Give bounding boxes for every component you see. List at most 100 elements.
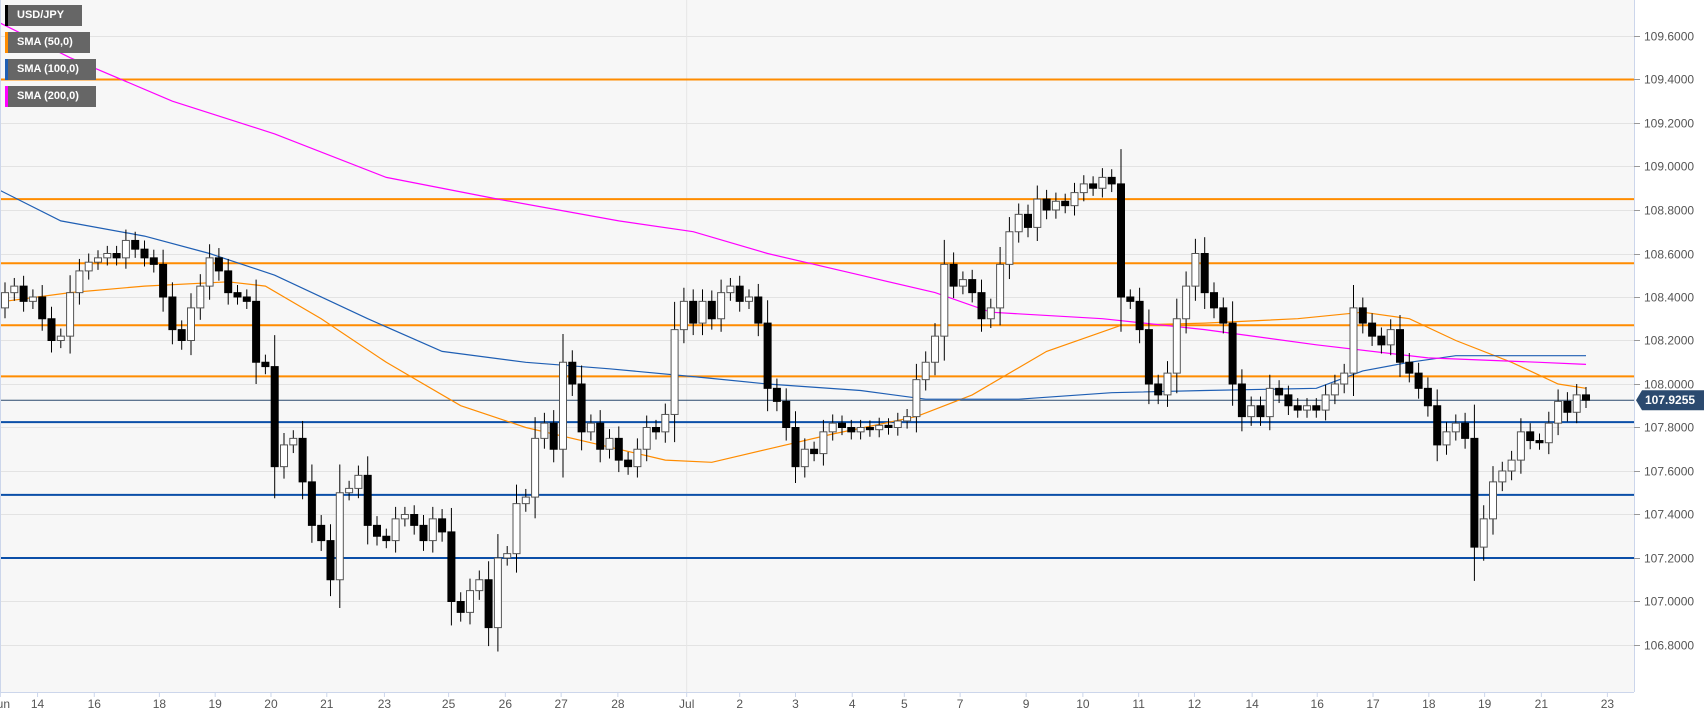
x-tick-label: 7 xyxy=(957,697,964,711)
candle-body xyxy=(326,540,335,581)
candle-body xyxy=(382,535,391,542)
candle-body xyxy=(745,296,753,302)
x-tick-label: 12 xyxy=(1188,697,1202,711)
candle-body xyxy=(828,422,837,433)
x-tick-label: 11 xyxy=(1132,697,1145,711)
candle-body xyxy=(800,448,809,468)
candle-body xyxy=(400,514,409,520)
candle-body xyxy=(1051,200,1060,211)
candle-body xyxy=(121,239,130,259)
x-tick-label: Jul xyxy=(679,697,694,711)
candle-body xyxy=(438,518,447,533)
candle-body xyxy=(131,239,140,250)
candle-body xyxy=(1507,459,1516,472)
candle-body xyxy=(531,437,540,498)
candle-body xyxy=(56,335,65,341)
candle-body xyxy=(1033,198,1042,228)
x-tick-label: 18 xyxy=(153,697,167,711)
candle-body xyxy=(772,387,781,402)
candle-body xyxy=(931,335,939,363)
candle-body xyxy=(1219,307,1228,324)
legend-label: USD/JPY xyxy=(17,9,65,21)
candle-body xyxy=(28,296,37,302)
candle-body xyxy=(1144,329,1153,385)
legend-color-swatch xyxy=(5,59,8,80)
candle-body xyxy=(1191,253,1200,287)
candle-body xyxy=(1014,213,1023,233)
candle-body xyxy=(596,422,605,450)
candle-body xyxy=(1265,387,1274,418)
legend-color-swatch xyxy=(5,5,8,26)
candle-body xyxy=(1312,405,1321,411)
candle-body xyxy=(1423,387,1432,407)
y-tick-label: 107.6000 xyxy=(1644,465,1694,479)
candle-body xyxy=(698,300,707,324)
candle-body xyxy=(577,383,586,433)
plot-background xyxy=(0,0,1634,692)
x-tick-label: 20 xyxy=(264,697,278,711)
legend-usdjpy[interactable]: USD/JPY xyxy=(5,5,82,26)
candles xyxy=(1,149,1590,652)
candle-body xyxy=(763,322,772,389)
candle-body xyxy=(1172,318,1181,374)
candle-body xyxy=(1237,383,1246,418)
candle-body xyxy=(838,422,846,428)
candle-body xyxy=(484,579,493,629)
candle-body xyxy=(1200,253,1209,294)
candle-body xyxy=(1182,285,1191,320)
candle-body xyxy=(1005,231,1014,265)
candle-body xyxy=(540,422,549,439)
y-tick-label: 108.6000 xyxy=(1644,248,1694,262)
candle-body xyxy=(1414,372,1423,389)
candle-body xyxy=(968,279,977,294)
legend-color-swatch xyxy=(5,32,8,53)
x-tick-label: 28 xyxy=(611,697,625,711)
candle-body xyxy=(149,257,158,265)
candle-body xyxy=(559,361,567,450)
y-axis: 109.6000 109.4000 109.2000 109.0000 108.8000… xyxy=(1634,30,1694,653)
candle-body xyxy=(94,257,102,263)
legend-color-swatch xyxy=(5,86,8,107)
x-tick-label: 21 xyxy=(320,697,334,711)
candle-body xyxy=(1042,198,1051,211)
x-tick-label: 17 xyxy=(1366,697,1380,711)
candle-body xyxy=(1079,183,1088,194)
candle-body xyxy=(512,503,521,555)
candle-body xyxy=(1210,292,1218,309)
x-tick-label: 21 xyxy=(1535,697,1549,711)
candle-body xyxy=(187,307,195,341)
candle-body xyxy=(196,285,205,309)
candle-body xyxy=(391,518,400,542)
candle-body xyxy=(819,431,828,455)
candle-body xyxy=(1489,481,1497,520)
legend-sma-50[interactable]: SMA (50,0) xyxy=(5,32,90,53)
legend-sma-200[interactable]: SMA (200,0) xyxy=(5,86,96,107)
candle-body xyxy=(1433,405,1442,446)
candle-body xyxy=(140,248,149,259)
y-tick-label: 109.2000 xyxy=(1644,117,1694,131)
candle-body xyxy=(168,296,177,331)
current-price-label: 107.9255 xyxy=(1645,393,1695,407)
candle-body xyxy=(1,292,9,309)
candle-body xyxy=(289,437,298,446)
candle-body xyxy=(903,416,912,422)
legend-sma-100[interactable]: SMA (100,0) xyxy=(5,59,96,80)
candle-body xyxy=(447,531,456,603)
candle-body xyxy=(84,261,93,272)
candle-body xyxy=(75,270,84,294)
candle-body xyxy=(521,496,530,505)
x-tick-label: 16 xyxy=(1311,697,1325,711)
candle-body xyxy=(1554,400,1563,424)
candle-body xyxy=(317,524,326,542)
candle-body xyxy=(335,492,344,581)
candle-body xyxy=(19,285,28,302)
candle-body xyxy=(791,427,800,468)
candle-body xyxy=(1098,176,1107,189)
x-tick-label: 23 xyxy=(378,697,392,711)
x-tick-label: 10 xyxy=(1076,697,1090,711)
candle-body xyxy=(996,263,1005,309)
x-tick-label: 23 xyxy=(1601,697,1615,711)
y-tick-label: 108.2000 xyxy=(1644,334,1694,348)
candle-body xyxy=(345,487,354,494)
